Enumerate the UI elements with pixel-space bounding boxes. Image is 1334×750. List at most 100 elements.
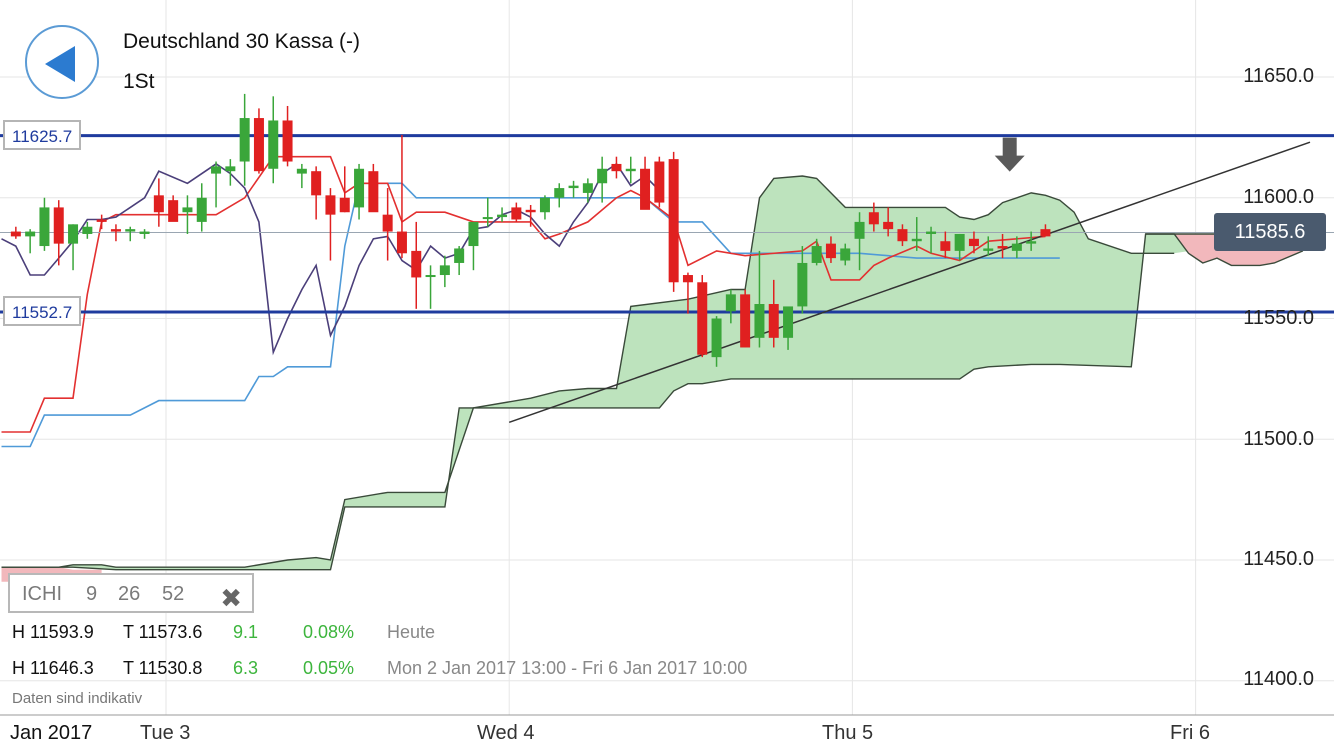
- candle-body: [783, 306, 794, 338]
- candle-body: [954, 233, 965, 251]
- candle-body: [926, 231, 937, 234]
- candle-body: [82, 226, 93, 234]
- stat-change: 6.3: [233, 658, 259, 678]
- y-tick-label: 11400.0: [1243, 668, 1314, 690]
- candle-body: [582, 183, 593, 193]
- candle-body: [740, 294, 751, 348]
- candle-body: [840, 248, 851, 261]
- candle-body: [968, 238, 979, 247]
- candle-body: [1026, 241, 1037, 244]
- candle-body: [354, 168, 365, 208]
- indicator-param: 26: [118, 583, 141, 605]
- candle-body: [468, 221, 479, 247]
- candle-body: [325, 195, 336, 215]
- candle-body: [711, 318, 722, 358]
- candle-body: [983, 248, 994, 251]
- senkou-span-b-line: [1, 233, 1303, 571]
- candle-body: [96, 219, 107, 222]
- candle-body: [868, 212, 879, 225]
- candle-body: [482, 217, 493, 220]
- candle-body: [268, 120, 279, 169]
- stat-high: H 11646.3: [12, 658, 94, 678]
- candle-body: [797, 262, 808, 307]
- back-arrow-icon: [45, 46, 75, 82]
- candle-body: [754, 304, 765, 338]
- candle-body: [597, 168, 608, 184]
- candle-body: [153, 195, 164, 213]
- candle-body: [211, 166, 222, 174]
- candle-body: [311, 171, 322, 196]
- candle-body: [497, 214, 508, 218]
- candle-body: [697, 282, 708, 355]
- candle-body: [25, 231, 36, 237]
- candle-body: [611, 163, 622, 172]
- candle-body: [253, 118, 264, 172]
- candle-body: [640, 168, 651, 210]
- stat-high: H 11593.9: [12, 622, 94, 642]
- senkou-span-red-line: [1145, 233, 1304, 267]
- current-price-tag: 11585.6: [1214, 213, 1326, 251]
- candle-body: [296, 168, 307, 174]
- disclaimer-text: Daten sind indikativ: [12, 690, 143, 707]
- date-badge: Jan 2017: [0, 716, 112, 750]
- y-tick-label: 11650.0: [1243, 65, 1314, 87]
- indicator-param: 9: [86, 583, 98, 605]
- candle-body: [539, 197, 550, 213]
- candle-body: [68, 224, 79, 244]
- candle-body: [1011, 243, 1022, 251]
- candle-body: [125, 229, 136, 232]
- lower-level-label[interactable]: 11552.7: [3, 296, 82, 326]
- back-button[interactable]: [25, 25, 99, 99]
- candle-body: [139, 231, 150, 234]
- candle-body: [625, 168, 636, 172]
- candle-body: [425, 275, 436, 278]
- candle-body: [368, 171, 379, 213]
- x-tick-label: Fri 6: [1170, 722, 1210, 744]
- candle-body: [411, 250, 422, 278]
- candle-body: [454, 248, 465, 263]
- candle-body: [239, 118, 250, 162]
- candle-body: [725, 294, 736, 312]
- candle-body: [53, 207, 64, 244]
- candle-body: [883, 221, 894, 230]
- indicator-chip[interactable]: ICHI 9 26 52 ✖: [8, 573, 254, 613]
- instrument-title: Deutschland 30 Kassa (-): [123, 30, 360, 53]
- stat-change: 9.1: [233, 622, 259, 642]
- upper-level-label[interactable]: 11625.7: [3, 120, 82, 150]
- close-icon[interactable]: ✖: [220, 583, 242, 613]
- y-tick-label: 11600.0: [1243, 186, 1314, 208]
- candle-body: [225, 166, 236, 172]
- candle-body: [439, 265, 450, 276]
- stat-low: T 11573.6: [123, 622, 203, 642]
- senkou-span-a-line: [1, 175, 1175, 568]
- candle-body: [525, 209, 536, 213]
- stat-period: Mon 2 Jan 2017 13:00 - Fri 6 Jan 2017 10…: [387, 658, 748, 678]
- interval-label[interactable]: 1St: [123, 70, 155, 93]
- candle-body: [110, 229, 121, 232]
- indicator-name: ICHI: [22, 583, 62, 605]
- candle-body: [511, 207, 522, 220]
- stat-period: Heute: [387, 622, 436, 642]
- candle-body: [854, 221, 865, 239]
- candle-body: [39, 207, 50, 247]
- candle-body: [1040, 229, 1051, 237]
- candle-body: [911, 238, 922, 242]
- candle-body: [196, 197, 207, 222]
- candle-body: [282, 120, 293, 162]
- indicator-param: 52: [162, 583, 185, 605]
- candle-body: [168, 200, 179, 222]
- candle-body: [825, 243, 836, 259]
- down-arrow-icon: [994, 137, 1025, 172]
- candle-body: [182, 207, 193, 213]
- candle-body: [654, 161, 665, 203]
- candle-body: [682, 275, 693, 283]
- stat-low: T 11530.8: [123, 658, 203, 678]
- candle-body: [396, 231, 407, 254]
- y-tick-label: 11450.0: [1243, 548, 1314, 570]
- candle-body: [768, 304, 779, 338]
- candle-body: [811, 246, 822, 263]
- tenkan-sen-line: [1, 155, 1046, 433]
- stat-percent: 0.05%: [303, 658, 355, 678]
- x-tick-label: Tue 3: [140, 722, 191, 744]
